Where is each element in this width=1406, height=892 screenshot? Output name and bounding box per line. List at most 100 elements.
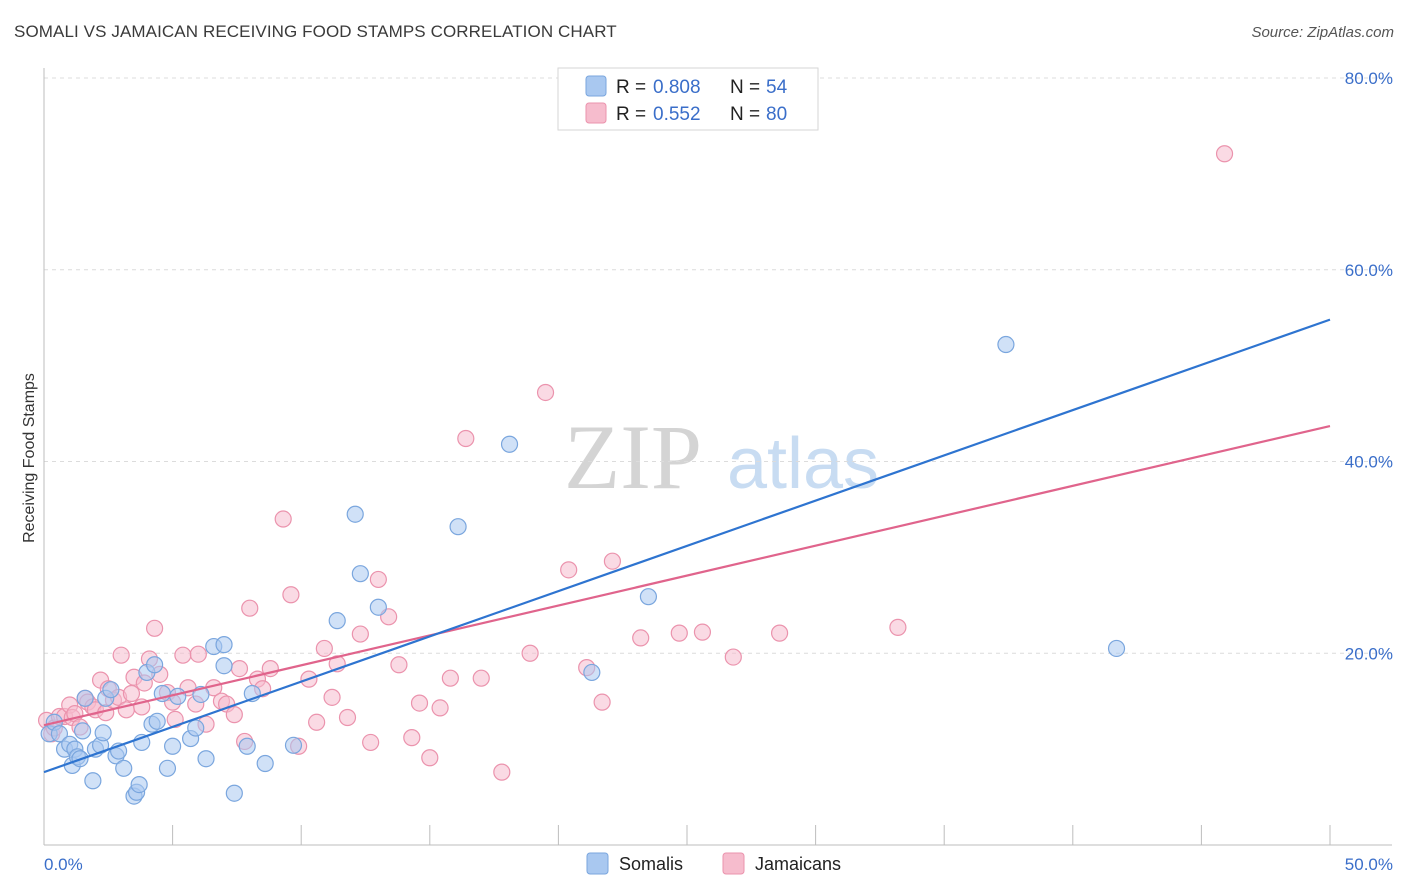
jamaican-point: [724, 648, 742, 666]
series-legend-jamaicans-label: Jamaicans: [755, 854, 841, 874]
jamaican-point: [362, 733, 380, 752]
y-tick-label: 40.0%: [1345, 453, 1393, 472]
jamaican-point: [225, 706, 243, 724]
gridlines: [44, 77, 1392, 654]
jamaican-point: [431, 699, 449, 717]
jamaicans-trend-line: [43, 424, 1331, 727]
somali-point: [256, 754, 274, 773]
jamaican-point: [315, 639, 333, 658]
jamaican-point: [441, 669, 459, 687]
somali-point: [84, 772, 102, 790]
jamaican-point: [390, 656, 408, 674]
somali-point: [449, 518, 467, 536]
somali-point: [238, 737, 256, 755]
watermark-zip: ZIP: [564, 406, 702, 508]
somali-point: [115, 759, 133, 777]
jamaican-point: [351, 625, 369, 643]
jamaican-point: [410, 694, 429, 712]
jamaican-point: [122, 684, 141, 703]
x-tick-label: 0.0%: [44, 855, 83, 874]
somali-point: [351, 565, 369, 583]
watermark: ZIP atlas: [564, 406, 879, 508]
jamaicans-points: [37, 145, 1234, 781]
jamaican-point: [770, 624, 789, 642]
somali-point: [145, 656, 164, 674]
somali-point: [148, 712, 166, 730]
jamaican-point: [145, 619, 164, 637]
legend-somalis-n-label: N =: [730, 77, 760, 98]
jamaican-point: [174, 646, 192, 664]
legend-jamaicans-swatch: [585, 102, 607, 124]
somali-point: [130, 775, 148, 794]
jamaican-point: [369, 570, 387, 589]
jamaican-point: [693, 623, 712, 641]
somali-point: [346, 505, 364, 523]
series-legend-somalis-label: Somalis: [619, 854, 683, 874]
somali-point: [215, 636, 233, 654]
somali-point: [328, 612, 346, 630]
chart-title: SOMALI VS JAMAICAN RECEIVING FOOD STAMPS…: [14, 22, 617, 41]
y-axis-title: Receiving Food Stamps: [21, 373, 38, 543]
jamaican-point: [603, 552, 622, 570]
jamaican-point: [593, 693, 611, 711]
jamaican-point: [241, 599, 259, 617]
legend-somalis-r-label: R =: [616, 77, 646, 98]
jamaican-point: [230, 659, 249, 678]
somali-point: [158, 759, 177, 777]
somalis-trend-line: [43, 318, 1331, 774]
watermark-atlas: atlas: [727, 424, 879, 504]
series-legend: Somalis Jamaicans: [586, 852, 841, 875]
trend-lines: [43, 318, 1331, 774]
jamaican-point: [1215, 145, 1234, 163]
jamaican-point: [670, 624, 688, 642]
y-tick-label: 80.0%: [1345, 69, 1393, 88]
series-legend-somalis-swatch: [586, 852, 609, 875]
somali-point: [215, 657, 233, 675]
jamaican-point: [472, 669, 490, 687]
y-tick-label: 60.0%: [1345, 261, 1393, 280]
tick-labels: 20.0% 40.0% 60.0% 80.0% 0.0% 50.0%: [44, 69, 1393, 874]
somali-point: [73, 722, 92, 740]
somali-point: [197, 750, 215, 768]
jamaican-point: [403, 729, 421, 747]
jamaican-point: [308, 713, 326, 731]
somali-point: [369, 598, 387, 616]
jamaican-point: [889, 618, 907, 636]
somali-point: [50, 725, 69, 743]
jamaican-point: [282, 586, 300, 604]
somali-point: [583, 663, 601, 682]
legend-jamaicans-r-value: 0.552: [653, 104, 701, 125]
stats-legend: R = 0.808 N = 54 R = 0.552 N = 80: [557, 67, 819, 131]
jamaican-point: [560, 561, 578, 579]
legend-jamaicans-r-label: R =: [616, 104, 646, 125]
somali-point: [94, 724, 112, 742]
x-tick-label: 50.0%: [1345, 855, 1393, 874]
somali-point: [639, 588, 658, 606]
somali-point: [1107, 639, 1126, 658]
axes: [43, 68, 1392, 846]
somali-point: [500, 435, 519, 453]
somali-point: [997, 335, 1015, 354]
y-tick-label: 20.0%: [1345, 644, 1393, 663]
somali-point: [102, 681, 120, 699]
somali-point: [187, 719, 205, 737]
legend-somalis-r-value: 0.808: [653, 77, 701, 98]
source-credit: Source: ZipAtlas.com: [1251, 24, 1394, 41]
somali-point: [76, 689, 94, 707]
jamaican-point: [536, 383, 555, 402]
legend-jamaicans-n-label: N =: [730, 104, 760, 125]
jamaican-point: [323, 688, 341, 706]
legend-somalis-n-value: 54: [766, 77, 788, 98]
series-legend-jamaicans-swatch: [722, 852, 745, 875]
jamaican-point: [274, 510, 292, 528]
somali-point: [225, 784, 243, 802]
jamaican-point: [521, 644, 539, 662]
jamaican-point: [112, 646, 130, 664]
legend-jamaicans-n-value: 80: [766, 104, 787, 125]
jamaican-point: [189, 645, 207, 663]
somali-point: [164, 737, 182, 755]
somali-point: [284, 736, 303, 754]
jamaican-point: [632, 629, 650, 647]
jamaican-point: [457, 429, 475, 448]
